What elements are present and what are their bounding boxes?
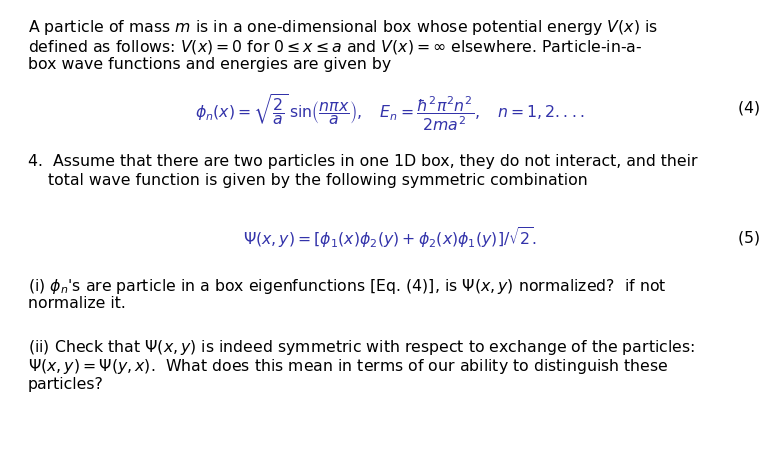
Text: $(4)$: $(4)$ [737, 99, 760, 117]
Text: (i) $\phi_n$'s are particle in a box eigenfunctions [Eq. (4)], is $\Psi(x, y)$ n: (i) $\phi_n$'s are particle in a box eig… [28, 277, 667, 296]
Text: A particle of mass $m$ is in a one-dimensional box whose potential energy $V(x)$: A particle of mass $m$ is in a one-dimen… [28, 18, 658, 37]
Text: box wave functions and energies are given by: box wave functions and energies are give… [28, 57, 392, 72]
Text: particles?: particles? [28, 377, 104, 392]
Text: normalize it.: normalize it. [28, 297, 126, 311]
Text: 4.  Assume that there are two particles in one 1D box, they do not interact, and: 4. Assume that there are two particles i… [28, 154, 698, 169]
Text: total wave function is given by the following symmetric combination: total wave function is given by the foll… [28, 173, 587, 188]
Text: $\Psi(x, y) = [\phi_1(x)\phi_2(y) + \phi_2(x)\phi_1(y)]/\sqrt{2}.$: $\Psi(x, y) = [\phi_1(x)\phi_2(y) + \phi… [243, 225, 537, 250]
Text: $\Psi(x, y) = \Psi(y, x)$.  What does this mean in terms of our ability to disti: $\Psi(x, y) = \Psi(y, x)$. What does thi… [28, 357, 669, 376]
Text: (ii) Check that $\Psi(x, y)$ is indeed symmetric with respect to exchange of the: (ii) Check that $\Psi(x, y)$ is indeed s… [28, 338, 695, 357]
Text: defined as follows: $V(x) = 0$ for $0 \leq x \leq a$ and $V(x) = \infty$ elsewhe: defined as follows: $V(x) = 0$ for $0 \l… [28, 38, 643, 56]
Text: $(5)$: $(5)$ [737, 229, 760, 247]
Text: $\phi_n(x) = \sqrt{\dfrac{2}{a}}\,\sin\!\left(\dfrac{n\pi x}{a}\right),\quad E_n: $\phi_n(x) = \sqrt{\dfrac{2}{a}}\,\sin\!… [195, 92, 584, 133]
